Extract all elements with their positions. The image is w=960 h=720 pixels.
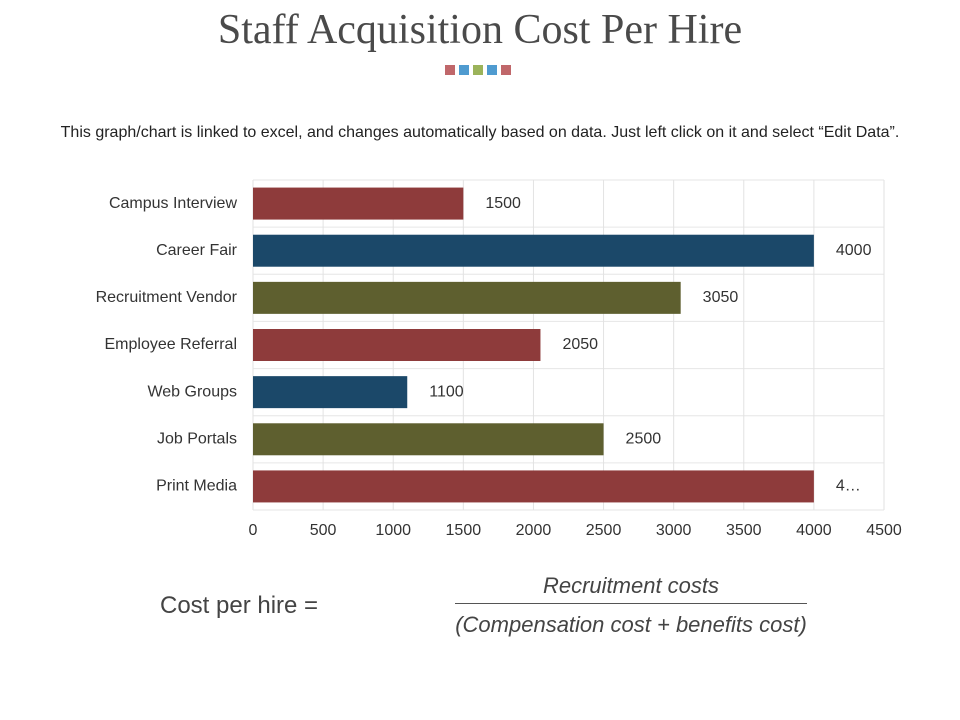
bar — [253, 281, 681, 314]
subtitle: This graph/chart is linked to excel, and… — [60, 124, 900, 141]
x-tick-label: 3000 — [656, 522, 692, 539]
decoration — [445, 65, 511, 75]
x-tick-label: 4000 — [796, 522, 832, 539]
x-tick-label: 500 — [310, 522, 337, 539]
fraction-line — [455, 603, 807, 604]
y-tick-label: Job Portals — [157, 431, 237, 448]
value-label: 4… — [836, 478, 861, 495]
value-label: 4000 — [836, 242, 872, 259]
bar — [253, 470, 814, 503]
title: Staff Acquisition Cost Per Hire — [217, 7, 743, 53]
formula-lhs: Cost per hire = — [160, 592, 319, 619]
y-tick-label: Recruitment Vendor — [96, 289, 238, 306]
x-tick-label: 2500 — [586, 522, 622, 539]
value-label: 2050 — [562, 336, 598, 353]
value-label: 3050 — [703, 289, 739, 306]
x-tick-label: 2000 — [516, 522, 552, 539]
x-tick-label: 1500 — [446, 522, 482, 539]
y-tick-label: Career Fair — [156, 242, 238, 259]
bar — [253, 423, 604, 456]
bar — [253, 376, 408, 409]
y-tick-label: Campus Interview — [109, 195, 237, 212]
bar — [253, 329, 541, 361]
y-tick-label: Print Media — [156, 478, 237, 495]
bar — [253, 187, 464, 220]
x-tick-label: 1000 — [375, 522, 411, 539]
x-tick-label: 4500 — [866, 522, 902, 539]
x-tick-label: 3500 — [726, 522, 762, 539]
bar — [253, 234, 814, 267]
value-label: 1500 — [485, 195, 521, 212]
y-tick-label: Web Groups — [147, 383, 237, 400]
value-label: 2500 — [626, 431, 662, 448]
y-tick-label: Employee Referral — [105, 336, 238, 353]
x-tick-label: 0 — [249, 522, 258, 539]
formula-numerator: Recruitment costs — [542, 573, 720, 598]
formula-denominator: (Compensation cost + benefits cost) — [455, 612, 807, 637]
value-label: 1100 — [429, 383, 464, 400]
